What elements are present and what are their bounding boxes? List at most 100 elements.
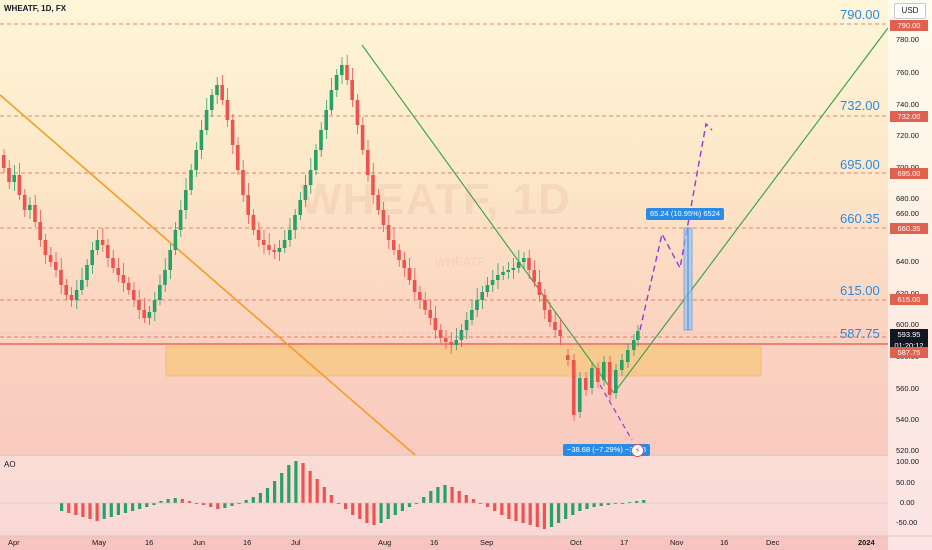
ao-bar (542, 503, 546, 529)
candle-body (314, 150, 318, 170)
ao-bar (287, 465, 291, 503)
x-tick: 16 (720, 538, 729, 547)
x-tick: Jun (193, 538, 206, 547)
y-tick: 740.00 (896, 100, 919, 109)
level-label-732: 732.00 (840, 98, 880, 113)
candle-body (340, 65, 344, 75)
level-tag-732: 732.00 (890, 111, 928, 122)
candle-body (137, 300, 141, 310)
ao-bar (450, 487, 454, 503)
ao-bar (365, 503, 369, 523)
candle-body (277, 248, 282, 252)
currency-button[interactable]: USD (894, 3, 926, 19)
ao-bar (216, 503, 220, 509)
watermark-sub: WHEATF (435, 255, 485, 269)
candle-body (246, 195, 250, 215)
candle-body (100, 240, 105, 245)
candle-body (412, 280, 417, 292)
candle-body (578, 378, 582, 412)
level-tag-695: 695.00 (890, 168, 928, 179)
candle-body (324, 110, 328, 130)
ao-tick: 0.00 (900, 498, 915, 507)
ao-bar (429, 491, 433, 503)
ao-bar (95, 503, 99, 521)
ao-bar (557, 503, 561, 523)
candle-body (142, 310, 146, 318)
candle-body (80, 280, 84, 290)
candle-body (194, 150, 198, 170)
candle-body (64, 285, 68, 295)
x-tick: 2024 (858, 538, 875, 547)
candle-body (308, 170, 313, 185)
candle-body (121, 275, 126, 283)
ao-bar (116, 503, 120, 515)
ao-bar (308, 471, 312, 503)
candle-body (69, 295, 74, 300)
candle-body (459, 330, 464, 340)
candle-body (48, 255, 53, 262)
ao-bar (407, 503, 412, 507)
candle-body (350, 80, 354, 100)
indicator-label[interactable]: AO (4, 460, 16, 469)
candle-body (511, 268, 516, 270)
ao-bar (436, 487, 440, 503)
green-down-line (361, 44, 615, 394)
level-label-660: 660.35 (840, 211, 880, 226)
candle-body (620, 360, 624, 370)
ao-bar (145, 503, 149, 507)
candle-body (7, 168, 11, 182)
level-tag-615: 615.00 (890, 294, 928, 305)
ao-bar (578, 503, 582, 511)
candle-body (28, 205, 32, 210)
candle-body (366, 150, 370, 175)
ao-bar (344, 503, 348, 509)
x-tick: 16 (145, 538, 154, 547)
ao-bar (230, 503, 234, 506)
level-tag-790: 790.00 (890, 20, 928, 31)
ao-bar (500, 503, 504, 515)
measure-up-label[interactable]: 65.24 (10.95%) 6524 (646, 208, 725, 220)
ao-bar (173, 498, 177, 503)
ao-bar (315, 479, 319, 503)
ao-bar (599, 503, 603, 506)
candle-body (199, 130, 204, 150)
candle-body (189, 170, 193, 190)
candle-body (132, 290, 136, 300)
symbol-title[interactable]: WHEATF, 1D, FX (4, 4, 67, 13)
candle-body (204, 110, 209, 130)
ao-bar (336, 503, 341, 504)
ao-bar (138, 503, 142, 509)
level-tag-660: 660.35 (890, 223, 928, 234)
candle-body (220, 85, 224, 100)
candle-body (464, 320, 469, 330)
candle-body (602, 362, 606, 380)
ao-bar (202, 503, 206, 505)
candle-body (636, 331, 640, 340)
candle-body (256, 230, 261, 240)
candle-body (371, 175, 375, 195)
candle-body (22, 195, 27, 210)
candle-body (632, 340, 636, 350)
candle-body (614, 370, 618, 393)
candle-body (475, 300, 479, 310)
y-tick: 720.00 (896, 131, 919, 140)
ao-tick: -50.00 (896, 518, 918, 527)
ao-bar (422, 497, 426, 503)
level-label-587: 587.75 (840, 326, 880, 341)
y-tick: 680.00 (896, 194, 919, 203)
measure-down-label[interactable]: −38.68 (−7.29%) −3868 (563, 444, 651, 456)
ao-bar (258, 493, 262, 503)
ao-bar (457, 491, 461, 503)
ao-bar (464, 495, 468, 503)
x-tick: 16 (243, 538, 252, 547)
ao-bar (585, 503, 589, 509)
candle-body (444, 338, 448, 342)
ao-bar (521, 503, 525, 523)
candle-body (74, 290, 79, 300)
flash-icon[interactable]: ⚡ (631, 444, 644, 457)
x-tick: Sep (480, 538, 494, 547)
ao-bar (628, 502, 632, 503)
candle-body (532, 270, 536, 282)
